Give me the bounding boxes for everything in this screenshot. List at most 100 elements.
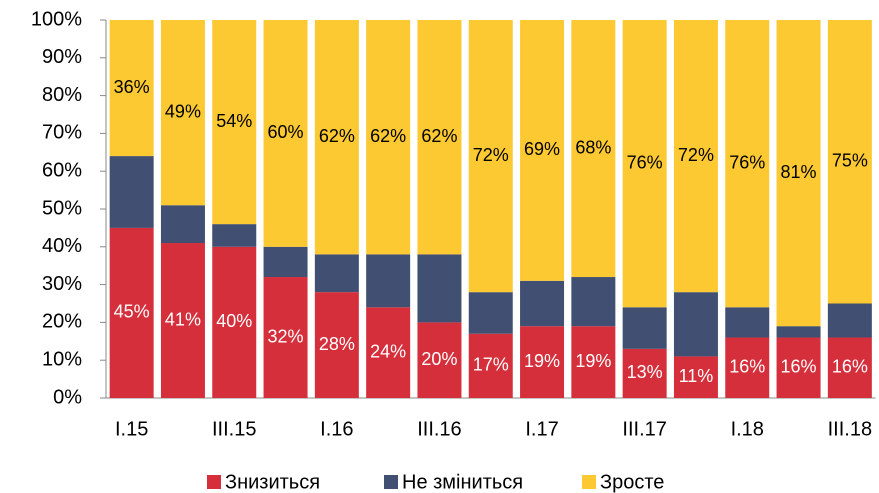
data-label: 62%: [319, 126, 355, 146]
data-label: 54%: [216, 111, 252, 131]
data-label: 36%: [114, 77, 150, 97]
data-label: 16%: [781, 357, 817, 377]
bar-segment: [366, 307, 411, 398]
bar-segment: [366, 254, 411, 308]
legend-swatch: [384, 475, 398, 489]
bar-segment: [468, 333, 513, 398]
bar-segment: [673, 356, 718, 398]
data-label: 24%: [370, 341, 406, 361]
bar-segment: [776, 20, 821, 327]
y-tick-label: 100%: [31, 8, 82, 30]
bar-segment: [827, 20, 872, 304]
bar-segment: [520, 280, 565, 327]
bar-segment: [263, 20, 308, 247]
data-label: 13%: [627, 362, 663, 382]
y-tick-label: 60%: [42, 159, 82, 181]
bar-segment: [263, 246, 308, 278]
x-tick-label: III.16: [417, 418, 461, 440]
data-label: 19%: [575, 351, 611, 371]
bar-segment: [571, 326, 616, 398]
data-label: 40%: [216, 311, 252, 331]
legend-label: Знизиться: [225, 471, 320, 493]
bar-segment: [212, 246, 257, 398]
x-tick-label: I.16: [320, 418, 353, 440]
bar-segment: [827, 337, 872, 398]
x-tick-label: III.18: [828, 418, 872, 440]
x-tick-label: I.18: [731, 418, 764, 440]
bar-segment: [571, 20, 616, 278]
bar-segment: [160, 20, 205, 206]
legend-swatch: [207, 475, 221, 489]
x-tick-label: I.17: [525, 418, 558, 440]
data-label: 69%: [524, 139, 560, 159]
data-label: 17%: [473, 355, 509, 375]
legend-label: Зросте: [600, 471, 664, 493]
bar-segment: [827, 303, 872, 338]
bar-segment: [109, 20, 154, 157]
y-tick-label: 70%: [42, 122, 82, 144]
data-label: 45%: [114, 302, 150, 322]
y-tick-label: 30%: [42, 273, 82, 295]
data-label: 75%: [832, 151, 868, 171]
data-label: 62%: [370, 126, 406, 146]
data-label: 19%: [524, 351, 560, 371]
data-label: 49%: [165, 101, 201, 121]
bar-segment: [776, 337, 821, 398]
bar-segment: [314, 20, 359, 255]
y-tick-label: 0%: [53, 386, 82, 408]
data-label: 60%: [268, 122, 304, 142]
y-tick-label: 80%: [42, 84, 82, 106]
bar-segment: [725, 20, 770, 308]
data-label: 76%: [729, 152, 765, 172]
bar-segment: [366, 20, 411, 255]
data-label: 72%: [473, 145, 509, 165]
data-label: 28%: [319, 334, 355, 354]
data-label: 11%: [679, 366, 714, 386]
data-label: 62%: [421, 126, 457, 146]
bar-segment: [263, 277, 308, 398]
bar-segment: [725, 337, 770, 398]
bar-segment: [673, 292, 718, 357]
y-tick-label: 90%: [42, 46, 82, 68]
data-label: 32%: [268, 326, 304, 346]
bar-segment: [468, 20, 513, 293]
bar-segment: [212, 20, 257, 225]
data-label: 68%: [575, 137, 611, 157]
y-tick-label: 20%: [42, 311, 82, 333]
bar-segment: [314, 292, 359, 398]
bar-segment: [160, 243, 205, 398]
bar-segment: [673, 20, 718, 293]
y-tick-label: 50%: [42, 197, 82, 219]
bar-segment: [109, 227, 154, 398]
bar-segment: [622, 348, 667, 398]
bar-segment: [622, 20, 667, 308]
bar-segment: [520, 326, 565, 398]
data-label: 16%: [832, 357, 868, 377]
data-label: 16%: [729, 357, 765, 377]
bar-segment: [212, 224, 257, 247]
bar-segment: [776, 326, 821, 338]
x-tick-label: I.15: [115, 418, 148, 440]
data-label: 76%: [627, 152, 663, 172]
bar-segment: [520, 20, 565, 281]
x-tick-label: III.17: [622, 418, 666, 440]
legend-swatch: [582, 475, 596, 489]
bar-segment: [725, 307, 770, 338]
bar-segment: [417, 254, 462, 323]
bar-segment: [160, 205, 205, 244]
y-tick-label: 40%: [42, 235, 82, 257]
data-label: 41%: [165, 309, 201, 329]
data-label: 81%: [781, 162, 817, 182]
y-tick-label: 10%: [42, 348, 82, 370]
bar-segment: [571, 277, 616, 327]
data-label: 72%: [678, 145, 714, 165]
bar-segment: [622, 307, 667, 349]
bar-segment: [417, 20, 462, 255]
data-label: 20%: [421, 349, 457, 369]
x-tick-label: III.15: [212, 418, 256, 440]
bar-segment: [314, 254, 359, 293]
bar-segment: [417, 322, 462, 398]
bar-segment: [109, 156, 154, 228]
legend-label: Не зміниться: [402, 471, 523, 493]
